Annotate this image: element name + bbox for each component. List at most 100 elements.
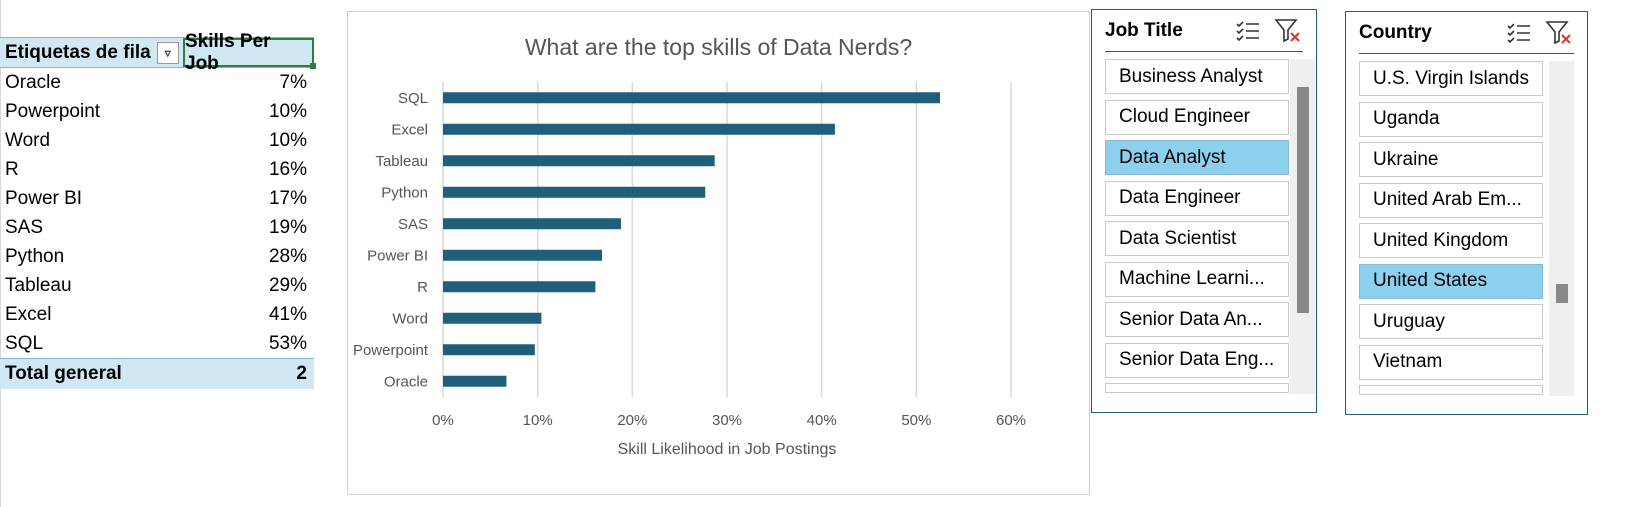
pivot-row-value: 7% bbox=[279, 71, 307, 93]
slicer-item[interactable]: Data Analyst bbox=[1105, 140, 1289, 175]
x-tick-label: 20% bbox=[617, 412, 647, 429]
slicer-item[interactable]: Data Scientist bbox=[1105, 221, 1289, 256]
y-category-label: Oracle bbox=[384, 373, 428, 390]
filter-dropdown-icon[interactable]: ▿ bbox=[156, 41, 179, 64]
scrollbar-thumb[interactable] bbox=[1556, 284, 1568, 303]
slicer-item[interactable]: Uganda bbox=[1359, 101, 1543, 137]
pivot-row-value: 19% bbox=[268, 216, 307, 238]
sheet-gridline bbox=[0, 0, 1, 507]
clear-filter-icon[interactable] bbox=[1273, 17, 1303, 45]
slicer-item[interactable]: U.S. Virgin Islands bbox=[1359, 61, 1543, 96]
slicer-item[interactable]: Cloud Engineer bbox=[1105, 99, 1289, 135]
x-tick-label: 50% bbox=[901, 412, 931, 429]
pivot-header-row: Etiquetas de fila ▿ Skills Per Job bbox=[0, 31, 316, 74]
pivot-row-label: Excel bbox=[5, 303, 52, 325]
slicer-scrollbar[interactable] bbox=[1290, 59, 1315, 394]
x-axis-title: Skill Likelihood in Job Postings bbox=[618, 441, 837, 458]
values-header-cell[interactable]: Skills Per Job bbox=[183, 31, 316, 74]
pivot-row[interactable]: Word 10% bbox=[0, 126, 314, 155]
pivot-row-value: 17% bbox=[268, 187, 307, 209]
y-category-label: Word bbox=[392, 310, 428, 327]
multi-select-icon[interactable] bbox=[1504, 19, 1534, 47]
total-label: Total general bbox=[5, 363, 122, 384]
pivot-row-value: 53% bbox=[268, 332, 307, 354]
pivot-row-label: R bbox=[5, 158, 19, 180]
pivot-row[interactable]: Python 28% bbox=[0, 242, 314, 271]
slicer-item[interactable]: United Arab Em... bbox=[1359, 182, 1543, 218]
slicer-item[interactable]: Senior Data An... bbox=[1105, 302, 1289, 337]
pivot-row-value: 28% bbox=[268, 245, 307, 267]
bar bbox=[443, 123, 835, 135]
y-category-label: Excel bbox=[391, 121, 428, 138]
scrollbar-thumb[interactable] bbox=[1297, 87, 1309, 313]
pivot-row-value: 10% bbox=[268, 100, 307, 122]
pivot-row[interactable]: Tableau 29% bbox=[0, 271, 314, 300]
y-category-label: SQL bbox=[398, 90, 428, 107]
row-labels-header-text: Etiquetas de fila bbox=[5, 41, 151, 63]
slicer-title: Job Title bbox=[1105, 19, 1183, 41]
pivot-row[interactable]: Powerpoint 10% bbox=[0, 97, 314, 126]
pivot-row[interactable]: Power BI 17% bbox=[0, 184, 314, 213]
bar bbox=[443, 218, 621, 230]
country-slicer[interactable]: Country U.S. Virgin Islands Uganda Ukraine… bbox=[1345, 11, 1588, 415]
pivot-row-label: SQL bbox=[5, 332, 44, 354]
y-category-label: Python bbox=[381, 184, 428, 201]
slicer-item-partial[interactable] bbox=[1105, 383, 1289, 393]
pivot-row-label: Tableau bbox=[5, 274, 72, 296]
slicer-item[interactable]: Business Analyst bbox=[1105, 59, 1289, 94]
y-category-label: R bbox=[417, 279, 428, 296]
bar bbox=[443, 344, 535, 356]
bar bbox=[443, 249, 603, 261]
x-tick-label: 40% bbox=[807, 412, 837, 429]
x-tick-label: 0% bbox=[432, 412, 454, 429]
slicer-item[interactable]: United States bbox=[1359, 263, 1543, 299]
bar bbox=[443, 92, 940, 104]
pivot-row-value: 29% bbox=[268, 274, 307, 296]
pivot-row[interactable]: Oracle 7% bbox=[0, 68, 314, 97]
x-tick-label: 60% bbox=[996, 412, 1026, 429]
slicer-item[interactable]: Uruguay bbox=[1359, 304, 1543, 339]
slicer-item[interactable]: Ukraine bbox=[1359, 142, 1543, 177]
row-labels-header[interactable]: Etiquetas de fila ▿ bbox=[0, 38, 183, 67]
pivot-row-value: 10% bbox=[268, 129, 307, 151]
pivot-row-label: Oracle bbox=[5, 71, 61, 93]
chart-title: What are the top skills of Data Nerds? bbox=[524, 34, 913, 60]
y-category-label: Powerpoint bbox=[353, 342, 429, 359]
slicer-scrollbar[interactable] bbox=[1549, 61, 1574, 396]
pivot-row-label: Power BI bbox=[5, 187, 83, 209]
slicer-item[interactable]: Senior Data Eng... bbox=[1105, 342, 1289, 378]
pivot-row[interactable]: R 16% bbox=[0, 155, 314, 184]
bar bbox=[443, 375, 507, 387]
slicer-item[interactable]: Data Engineer bbox=[1105, 180, 1289, 216]
pivot-row[interactable]: SAS 19% bbox=[0, 213, 314, 242]
pivot-row-value: 41% bbox=[268, 303, 307, 325]
job-title-slicer[interactable]: Job Title Business Analyst Cloud Engineer… bbox=[1091, 9, 1317, 413]
y-category-label: Tableau bbox=[375, 153, 428, 170]
pivot-row-label: Python bbox=[5, 245, 65, 267]
x-tick-label: 10% bbox=[523, 412, 553, 429]
bar-chart[interactable]: What are the top skills of Data Nerds? 0… bbox=[347, 11, 1090, 495]
pivot-row-value: 16% bbox=[268, 158, 307, 180]
bar bbox=[443, 155, 715, 167]
bar bbox=[443, 186, 706, 198]
y-category-label: SAS bbox=[398, 216, 428, 233]
slicer-header: Country bbox=[1359, 12, 1574, 54]
pivot-row[interactable]: Excel 41% bbox=[0, 300, 314, 329]
slicer-header: Job Title bbox=[1105, 10, 1303, 52]
clear-filter-icon[interactable] bbox=[1544, 19, 1574, 47]
bar bbox=[443, 312, 542, 324]
multi-select-icon[interactable] bbox=[1233, 17, 1263, 45]
slicer-item[interactable]: Vietnam bbox=[1359, 344, 1543, 380]
x-tick-label: 30% bbox=[712, 412, 742, 429]
pivot-row-label: Word bbox=[5, 129, 51, 151]
slicer-title: Country bbox=[1359, 21, 1432, 43]
pivot-total-row[interactable]: Total general 2 bbox=[0, 358, 314, 389]
bar bbox=[443, 281, 596, 293]
chart-plot: 0% 10% 20% 30% 40% 50% 60% SQL Excel Tableau Pytho… bbox=[353, 82, 1026, 458]
slicer-item-partial[interactable] bbox=[1359, 385, 1543, 395]
slicer-item[interactable]: United Kingdom bbox=[1359, 223, 1543, 258]
total-value: 2 bbox=[296, 363, 307, 384]
y-category-label: Power BI bbox=[367, 247, 428, 264]
pivot-row[interactable]: SQL 53% bbox=[0, 329, 314, 358]
slicer-item[interactable]: Machine Learni... bbox=[1105, 261, 1289, 297]
